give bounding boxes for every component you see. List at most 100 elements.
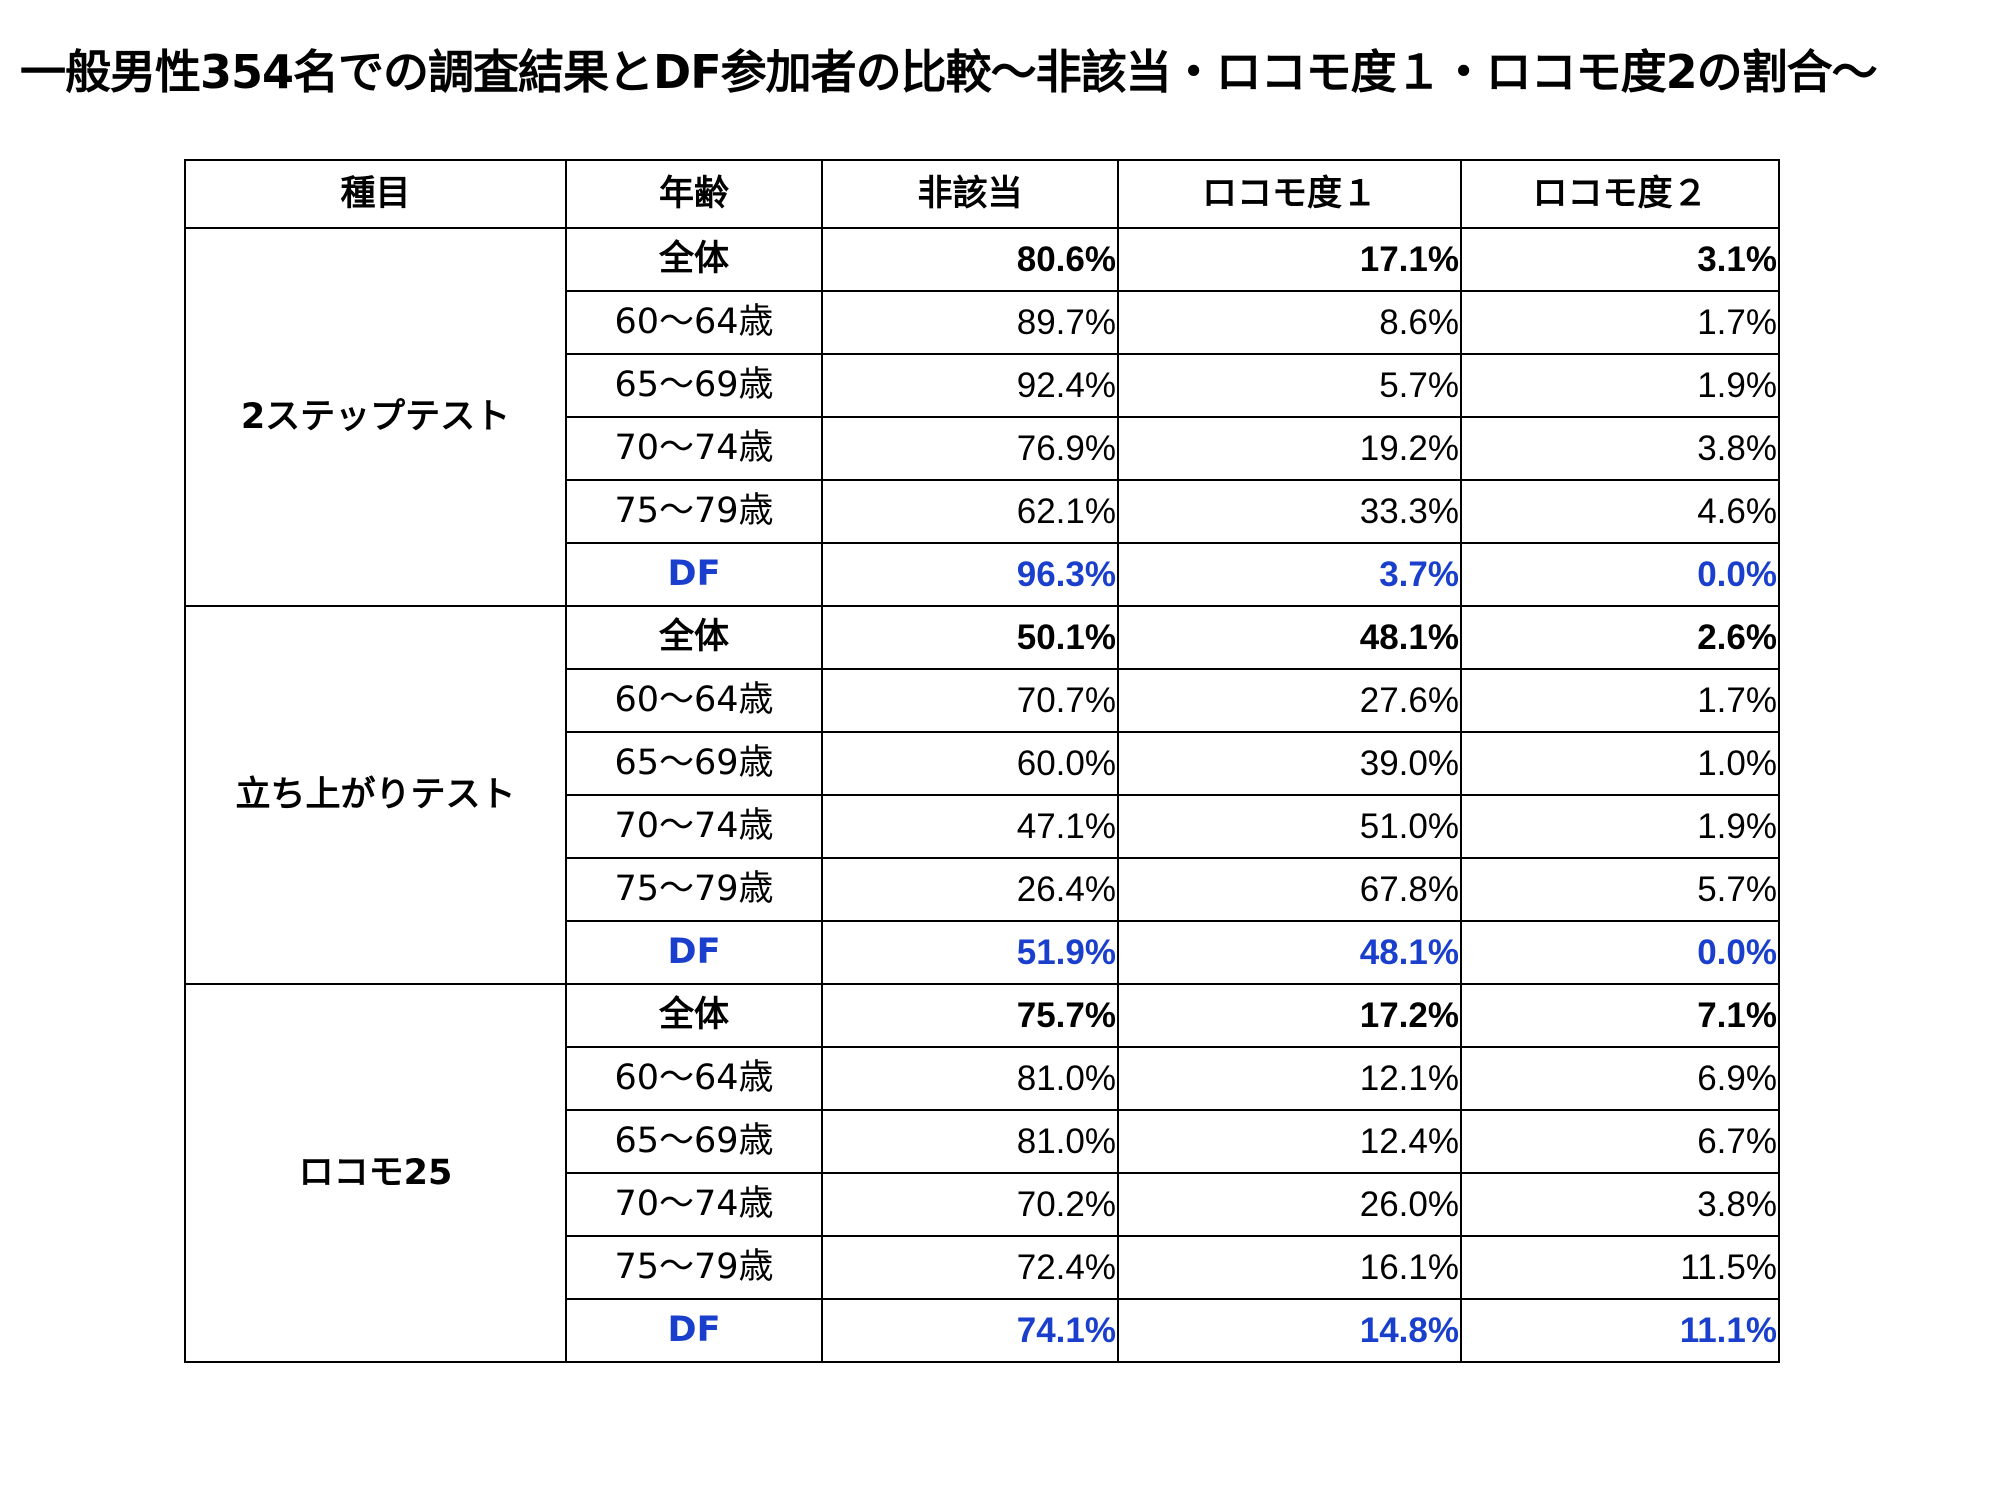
age-cell: 65〜69歳 (565, 1109, 823, 1174)
locomo-level-2-cell: 1.0% (1460, 731, 1780, 796)
locomo-level-1-cell: 5.7% (1117, 353, 1462, 418)
locomo-level-1-cell: 17.1% (1117, 227, 1462, 292)
table-row: 75〜79歳 26.4% 67.8% 5.7% (185, 857, 1780, 922)
table-row-total: ロコモ25 全体 75.7% 17.2% 7.1% (184, 983, 1780, 1363)
locomo-level-1-cell: 16.1% (1117, 1235, 1462, 1300)
not-applicable-cell: 60.0% (821, 731, 1119, 796)
locomo-level-1-cell: 67.8% (1117, 857, 1462, 922)
not-applicable-cell: 76.9% (821, 416, 1119, 481)
locomo-level-2-cell: 0.0% (1460, 920, 1780, 985)
age-cell: 75〜79歳 (565, 1235, 823, 1300)
not-applicable-cell: 96.3% (821, 542, 1119, 607)
age-cell: 65〜69歳 (565, 353, 823, 418)
not-applicable-cell: 26.4% (821, 857, 1119, 922)
not-applicable-cell: 81.0% (821, 1109, 1119, 1174)
table-row: 60〜64歳 89.7% 8.6% 1.7% (185, 290, 1780, 355)
locomo-level-1-cell: 48.1% (1117, 920, 1462, 985)
age-cell: 75〜79歳 (565, 479, 823, 544)
locomo-level-2-cell: 1.9% (1460, 794, 1780, 859)
locomo-level-1-cell: 27.6% (1117, 668, 1462, 733)
not-applicable-cell: 75.7% (821, 983, 1119, 1048)
locomo-level-2-cell: 3.8% (1460, 416, 1780, 481)
locomo-level-2-cell: 7.1% (1460, 983, 1780, 1048)
locomo-level-2-cell: 3.8% (1460, 1172, 1780, 1237)
table-row: 65〜69歳 81.0% 12.4% 6.7% (185, 1109, 1780, 1174)
category-cell: ロコモ25 (184, 983, 567, 1363)
locomo-level-2-cell: 6.7% (1460, 1109, 1780, 1174)
age-cell: 70〜74歳 (565, 1172, 823, 1237)
locomo-level-1-cell: 39.0% (1117, 731, 1462, 796)
header-category: 種目 (184, 159, 567, 229)
locomo-level-2-cell: 1.7% (1460, 668, 1780, 733)
age-cell: 60〜64歳 (565, 1046, 823, 1111)
not-applicable-cell: 51.9% (821, 920, 1119, 985)
table-row: 60〜64歳 70.7% 27.6% 1.7% (185, 668, 1780, 733)
results-table: 種目 年齢 非該当 ロコモ度１ ロコモ度２ 2ステップテスト 全体 80.6% 17.… (184, 159, 1780, 1363)
age-cell: 65〜69歳 (565, 731, 823, 796)
table-row-total: 立ち上がりテスト 全体 50.1% 48.1% 2.6% (184, 605, 1780, 985)
table-row: 70〜74歳 70.2% 26.0% 3.8% (185, 1172, 1780, 1237)
locomo-level-1-cell: 12.4% (1117, 1109, 1462, 1174)
table-row: 70〜74歳 47.1% 51.0% 1.9% (185, 794, 1780, 859)
locomo-level-1-cell: 14.8% (1117, 1298, 1462, 1363)
table-row: 75〜79歳 72.4% 16.1% 11.5% (185, 1235, 1780, 1300)
not-applicable-cell: 92.4% (821, 353, 1119, 418)
not-applicable-cell: 62.1% (821, 479, 1119, 544)
not-applicable-cell: 72.4% (821, 1235, 1119, 1300)
header-not-applicable: 非該当 (821, 159, 1119, 229)
table-row: 75〜79歳 62.1% 33.3% 4.6% (185, 479, 1780, 544)
table-row: 60〜64歳 81.0% 12.1% 6.9% (185, 1046, 1780, 1111)
not-applicable-cell: 70.2% (821, 1172, 1119, 1237)
locomo-level-1-cell: 48.1% (1117, 605, 1462, 670)
age-cell: DF (565, 542, 823, 607)
locomo-level-1-cell: 19.2% (1117, 416, 1462, 481)
locomo-level-2-cell: 5.7% (1460, 857, 1780, 922)
locomo-level-2-cell: 0.0% (1460, 542, 1780, 607)
locomo-level-2-cell: 1.9% (1460, 353, 1780, 418)
locomo-level-2-cell: 1.7% (1460, 290, 1780, 355)
age-cell: 70〜74歳 (565, 416, 823, 481)
table-row-df: DF 74.1% 14.8% 11.1% (185, 1298, 1780, 1363)
table-header: 種目 年齢 非該当 ロコモ度１ ロコモ度２ (184, 159, 1780, 229)
locomo-level-2-cell: 2.6% (1460, 605, 1780, 670)
not-applicable-cell: 89.7% (821, 290, 1119, 355)
header-locomo-level-1: ロコモ度１ (1117, 159, 1462, 229)
table-row: 65〜69歳 92.4% 5.7% 1.9% (185, 353, 1780, 418)
locomo-level-2-cell: 11.1% (1460, 1298, 1780, 1363)
header-age: 年齢 (565, 159, 823, 229)
not-applicable-cell: 50.1% (821, 605, 1119, 670)
locomo-level-1-cell: 26.0% (1117, 1172, 1462, 1237)
age-cell: 75〜79歳 (565, 857, 823, 922)
locomo-level-1-cell: 17.2% (1117, 983, 1462, 1048)
locomo-level-1-cell: 3.7% (1117, 542, 1462, 607)
age-cell: 60〜64歳 (565, 290, 823, 355)
locomo-level-1-cell: 8.6% (1117, 290, 1462, 355)
not-applicable-cell: 74.1% (821, 1298, 1119, 1363)
header-locomo-level-2: ロコモ度２ (1460, 159, 1780, 229)
not-applicable-cell: 80.6% (821, 227, 1119, 292)
age-cell: 全体 (565, 983, 823, 1048)
table-row-total: 2ステップテスト 全体 80.6% 17.1% 3.1% (184, 227, 1780, 607)
locomo-level-2-cell: 4.6% (1460, 479, 1780, 544)
age-cell: DF (565, 1298, 823, 1363)
locomo-level-1-cell: 12.1% (1117, 1046, 1462, 1111)
table-body: 2ステップテスト 全体 80.6% 17.1% 3.1% 60〜64歳 89.7% 8.6% 1… (184, 227, 1780, 1363)
age-cell: 60〜64歳 (565, 668, 823, 733)
age-cell: 全体 (565, 227, 823, 292)
table-row: 65〜69歳 60.0% 39.0% 1.0% (185, 731, 1780, 796)
locomo-level-1-cell: 51.0% (1117, 794, 1462, 859)
page-title: 一般男性354名での調査結果とDF参加者の比較〜非該当・ロコモ度１・ロコモ度2の… (20, 45, 1878, 99)
table-row-df: DF 96.3% 3.7% 0.0% (185, 542, 1780, 607)
locomo-level-1-cell: 33.3% (1117, 479, 1462, 544)
category-cell: 立ち上がりテスト (184, 605, 567, 985)
age-cell: 全体 (565, 605, 823, 670)
not-applicable-cell: 70.7% (821, 668, 1119, 733)
locomo-level-2-cell: 3.1% (1460, 227, 1780, 292)
not-applicable-cell: 47.1% (821, 794, 1119, 859)
table-row-df: DF 51.9% 48.1% 0.0% (185, 920, 1780, 985)
not-applicable-cell: 81.0% (821, 1046, 1119, 1111)
category-cell: 2ステップテスト (184, 227, 567, 607)
age-cell: DF (565, 920, 823, 985)
locomo-level-2-cell: 11.5% (1460, 1235, 1780, 1300)
header-row: 種目 年齢 非該当 ロコモ度１ ロコモ度２ (184, 159, 1780, 229)
